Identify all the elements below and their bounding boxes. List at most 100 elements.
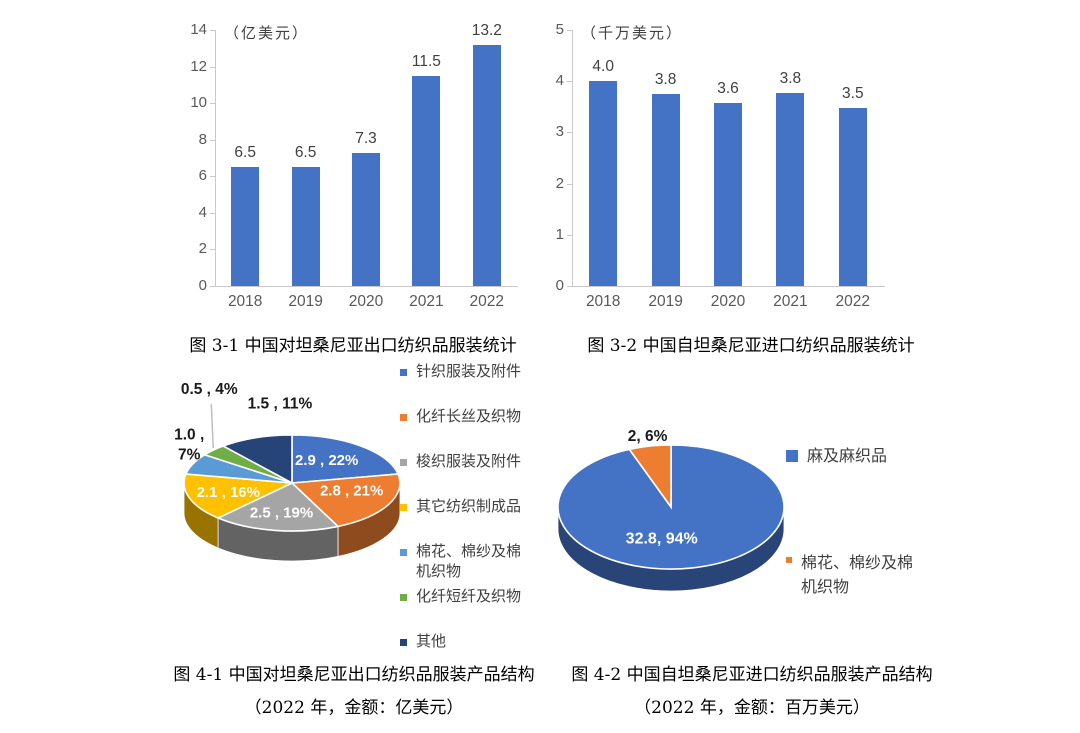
- pie-slice-label: 1.5 , 11%: [248, 395, 313, 412]
- pie-slice-label-line: 2.1 , 16%: [197, 484, 260, 501]
- legend-swatch: [400, 549, 407, 556]
- legend-item: 其他: [400, 632, 576, 677]
- pie-slice-label-line: 32.8, 94%: [626, 531, 698, 548]
- y-tick-mark: [567, 234, 572, 236]
- y-tick-label: 4: [555, 72, 564, 90]
- y-tick-label: 5: [555, 21, 564, 38]
- bar-value-label: 4.0: [592, 58, 614, 76]
- pie-slice-label-line: 2, 6%: [628, 428, 668, 445]
- pie-slice-label: 32.8, 94%: [626, 531, 698, 548]
- pie-slice-label: 2.8 , 21%: [320, 483, 383, 500]
- pie-chart-import-structure: 32.8, 94% 2, 6% 麻及麻织品 棉花、棉纱及棉机织物: [540, 395, 952, 645]
- y-tick-mark: [210, 286, 215, 287]
- x-tick-label: 2022: [835, 293, 871, 310]
- pie-slice-label-line: 7%: [178, 446, 201, 463]
- legend-label: 化纤长丝及织物: [416, 408, 522, 425]
- y-tick-mark: [567, 286, 572, 287]
- legend-label: 其它纺织制成品: [416, 498, 522, 515]
- y-tick-mark: [210, 30, 215, 31]
- pie-slice: [216, 482, 340, 532]
- bar: [714, 103, 742, 286]
- y-tick-label: 1: [555, 225, 564, 243]
- y-tick-mark: [210, 66, 215, 68]
- y-tick-label: 0: [555, 277, 564, 294]
- pie-slice-label-line: 0.5 , 4%: [181, 381, 238, 398]
- legend-item: 化纤短纤及织物: [400, 587, 576, 632]
- y-tick-mark: [567, 183, 572, 185]
- pie-slice: [291, 434, 400, 484]
- bar-chart-import-stats: 0 1 2 3 4 5 （千万美元） 4.0 2018 3.8 2019 3.6 2020 3.8 2021…: [540, 14, 888, 320]
- bar: [291, 167, 320, 286]
- pie-slice-label-line: 2.8 , 21%: [320, 483, 383, 500]
- y-tick-label: 3: [555, 123, 564, 141]
- x-tick-label: 2018: [585, 293, 621, 310]
- y-tick-label: 2: [555, 174, 564, 192]
- axis-unit-label: （亿美元）: [224, 25, 310, 42]
- pie-slice-label-line: 2.9 , 22%: [295, 452, 358, 469]
- x-tick-label: 2021: [773, 293, 808, 310]
- y-tick-mark: [210, 176, 215, 178]
- y-tick-mark: [210, 212, 215, 214]
- pie-slice-label-line: 1.0 ,: [174, 426, 204, 443]
- y-tick-mark: [567, 132, 572, 134]
- bar-chart-export-stats: 0 2 4 6 8 10 12 14 （亿美元） 6.5 2018 6.5 2019 7.3 2020 11.…: [183, 14, 521, 320]
- bar: [589, 81, 618, 286]
- legend-label: 其他: [416, 633, 447, 650]
- legend-swatch: [400, 594, 407, 601]
- legend-item: 棉花、棉纱及棉机织物: [400, 542, 576, 587]
- y-tick-label: 4: [198, 203, 207, 221]
- bar: [231, 167, 260, 286]
- legend-item: 化纤长丝及织物: [400, 407, 576, 452]
- pie1-legend: 针织服装及附件 化纤长丝及织物 梭织服装及附件 其它纺织制成品棉花、棉纱及棉机织物 化纤…: [400, 362, 576, 677]
- bar: [838, 107, 867, 286]
- legend-swatch: [786, 450, 798, 462]
- bar-value-label: 3.5: [842, 84, 864, 102]
- y-tick-label: 10: [190, 94, 207, 112]
- pie2-canvas: 32.8, 94% 2, 6%: [557, 428, 785, 592]
- y-tick-label: 6: [198, 167, 207, 185]
- bar-value-label: 3.6: [717, 80, 739, 98]
- pie-slice-label: 2.9 , 22%: [295, 452, 358, 469]
- bar-value-label: 3.8: [779, 70, 802, 88]
- bar-value-label: 3.8: [654, 71, 677, 88]
- legend-label: 化纤短纤及织物: [416, 588, 522, 605]
- legend-swatch: [400, 504, 407, 511]
- caption-fig-3-1: 图 3-1 中国对坦桑尼亚出口纺织品服装统计: [189, 336, 517, 356]
- legend-item: 针织服装及附件: [400, 362, 576, 407]
- legend-label: 麻及麻织品: [807, 448, 888, 465]
- x-tick-label: 2018: [227, 293, 263, 310]
- caption-fig-4-1-line1: 图 4-1 中国对坦桑尼亚出口纺织品服装产品结构: [173, 665, 535, 685]
- pie-slice-label-line: 1.5 , 11%: [248, 395, 313, 412]
- x-tick-label: 2019: [288, 293, 323, 310]
- y-tick-mark: [210, 103, 215, 105]
- legend-item: 麻及麻织品: [786, 445, 956, 469]
- caption-fig-4-1-line2: （2022 年，金额：亿美元）: [244, 698, 464, 718]
- x-tick-label: 2020: [710, 293, 746, 310]
- bar: [472, 44, 501, 286]
- plot-area: [215, 30, 518, 287]
- pie-slice: [183, 473, 296, 519]
- legend-item: 梭织服装及附件: [400, 452, 576, 497]
- bar: [651, 94, 680, 286]
- bar-value-label: 6.5: [294, 144, 317, 162]
- pie-slice: [221, 434, 293, 485]
- legend-swatch: [400, 459, 407, 466]
- pie1-canvas: 2.9 , 22% 2.8 , 21% 2.5 , 19% 2.1 , 16% 1.0 …: [174, 381, 401, 562]
- legend-label: 梭织服装及附件: [416, 453, 522, 470]
- bar: [412, 75, 441, 286]
- pie-slice-label: 2, 6%: [628, 428, 668, 445]
- x-tick-label: 2022: [469, 293, 505, 310]
- bar-value-label: 6.5: [234, 144, 256, 162]
- legend-swatch: [400, 369, 407, 376]
- x-tick-label: 2019: [648, 293, 683, 310]
- pie-slice-label: 2.1 , 16%: [197, 484, 260, 501]
- x-tick-label: 2021: [409, 293, 444, 310]
- legend-label: 针织服装及附件: [416, 363, 522, 380]
- y-tick-label: 14: [190, 21, 207, 38]
- caption-fig-4-2-line1: 图 4-2 中国自坦桑尼亚进口纺织品服装产品结构: [571, 665, 933, 685]
- y-tick-label: 12: [190, 57, 207, 75]
- x-tick-label: 2020: [348, 293, 384, 310]
- legend-item: 其它纺织制成品: [400, 497, 576, 542]
- legend-item: 棉花、棉纱及棉机织物: [786, 552, 956, 600]
